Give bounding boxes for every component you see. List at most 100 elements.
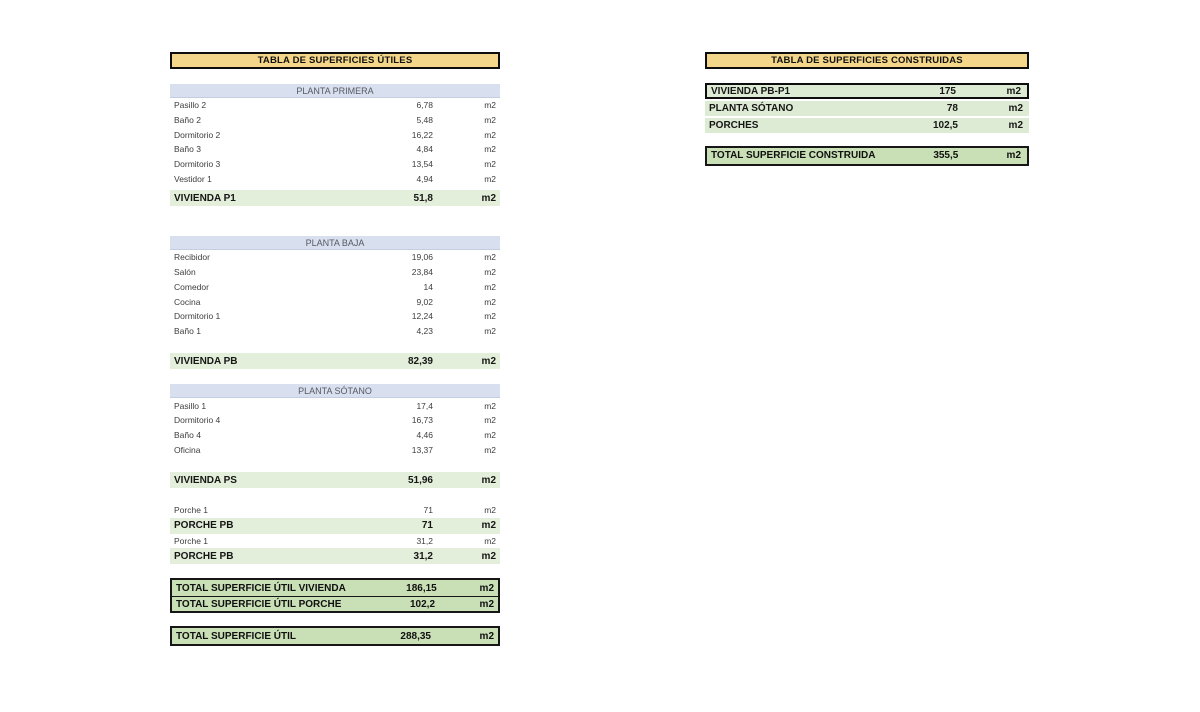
total-row: TOTAL SUPERFICIE ÚTIL VIVIENDA 186,15 m2 <box>172 580 498 596</box>
row-value: 51,96 <box>407 474 433 486</box>
row-unit: m2 <box>484 129 496 140</box>
row-unit: m2 <box>1008 103 1023 114</box>
useful-surfaces-table: TABLA DE SUPERFICIES ÚTILES PLANTA PRIME… <box>170 52 500 646</box>
row-unit: m2 <box>479 630 494 642</box>
row-value: 186,15 <box>406 582 437 594</box>
row-value: 78 <box>946 103 958 114</box>
row-unit: m2 <box>1006 150 1021 162</box>
row-value: 5,48 <box>416 115 433 126</box>
row-unit: m2 <box>1006 85 1021 97</box>
row-label: Pasillo 2 <box>174 100 207 111</box>
row-value: 175 <box>939 85 956 97</box>
row-label: Dormitorio 3 <box>174 159 221 170</box>
total-row: TOTAL SUPERFICIE ÚTIL PORCHE 102,2 m2 <box>172 595 498 612</box>
row-value: 14 <box>423 281 433 292</box>
row-label: Porche 1 <box>174 505 209 516</box>
table-row: Baño 1 4,23 m2 <box>170 324 500 339</box>
table-row: Porche 1 31,2 m2 <box>170 534 500 549</box>
row-unit: m2 <box>481 550 496 562</box>
row-value: 71 <box>423 505 433 516</box>
row-unit: m2 <box>484 444 496 455</box>
row-unit: m2 <box>484 429 496 440</box>
subtotal-row: VIVIENDA P1 51,8 m2 <box>170 190 500 207</box>
row-unit: m2 <box>484 505 496 516</box>
table-row: Baño 3 4,84 m2 <box>170 142 500 157</box>
table-row: Baño 2 5,48 m2 <box>170 113 500 128</box>
row-unit: m2 <box>1008 120 1023 131</box>
summary-row: VIVIENDA PB-P1 175 m2 <box>705 83 1029 99</box>
row-label: Vestidor 1 <box>174 173 212 184</box>
row-label: VIVIENDA PS <box>174 474 237 486</box>
row-label: VIVIENDA PB <box>174 355 238 367</box>
table-row: Cocina 9,02 m2 <box>170 294 500 309</box>
row-unit: m2 <box>484 281 496 292</box>
row-value: 71 <box>421 520 433 532</box>
row-unit: m2 <box>479 582 494 594</box>
row-label: Baño 2 <box>174 115 201 126</box>
row-unit: m2 <box>484 252 496 263</box>
row-unit: m2 <box>484 311 496 322</box>
row-unit: m2 <box>484 115 496 126</box>
row-label: Pasillo 1 <box>174 400 207 411</box>
total-row: TOTAL SUPERFICIE CONSTRUIDA 355,5 m2 <box>707 148 1027 164</box>
row-label: Cocina <box>174 296 201 307</box>
row-value: 82,39 <box>407 355 433 367</box>
row-unit: m2 <box>484 173 496 184</box>
table-row: Baño 4 4,46 m2 <box>170 428 500 443</box>
row-unit: m2 <box>479 598 494 610</box>
row-value: 4,23 <box>416 325 433 336</box>
row-value: 102,5 <box>932 120 958 131</box>
row-unit: m2 <box>484 100 496 111</box>
row-value: 355,5 <box>933 150 959 162</box>
row-value: 9,02 <box>416 296 433 307</box>
row-unit: m2 <box>484 400 496 411</box>
table-row: Pasillo 2 6,78 m2 <box>170 98 500 113</box>
table-row: Pasillo 1 17,4 m2 <box>170 398 500 413</box>
row-unit: m2 <box>481 474 496 486</box>
row-value: 288,35 <box>400 630 431 642</box>
row-value: 16,73 <box>411 415 433 426</box>
row-label: PORCHES <box>709 120 759 131</box>
row-unit: m2 <box>481 520 496 532</box>
row-unit: m2 <box>484 536 496 547</box>
table-row: Recibidor 19,06 m2 <box>170 250 500 265</box>
row-unit: m2 <box>484 144 496 155</box>
row-value: 6,78 <box>416 100 433 111</box>
row-value: 4,84 <box>416 144 433 155</box>
row-label: VIVIENDA P1 <box>174 192 236 204</box>
built-surfaces-table: TABLA DE SUPERFICIES CONSTRUIDAS VIVIEND… <box>705 52 1029 166</box>
table-row: Salón 23,84 m2 <box>170 265 500 280</box>
table-row: Porche 1 71 m2 <box>170 503 500 518</box>
row-unit: m2 <box>484 267 496 278</box>
row-label: PORCHE PB <box>174 550 234 562</box>
row-label: TOTAL SUPERFICIE ÚTIL VIVIENDA <box>176 582 346 594</box>
row-value: 23,84 <box>411 267 433 278</box>
total-group: TOTAL SUPERFICIE ÚTIL VIVIENDA 186,15 m2 TO… <box>170 578 500 614</box>
row-label: TOTAL SUPERFICIE CONSTRUIDA <box>711 150 876 162</box>
row-label: Baño 3 <box>174 144 201 155</box>
row-label: TOTAL SUPERFICIE ÚTIL <box>176 630 297 642</box>
row-label: Dormitorio 4 <box>174 415 221 426</box>
row-label: TOTAL SUPERFICIE ÚTIL PORCHE <box>176 598 342 610</box>
row-label: Salón <box>174 267 196 278</box>
section-header: PLANTA BAJA <box>170 236 500 251</box>
row-unit: m2 <box>481 355 496 367</box>
row-value: 12,24 <box>411 311 433 322</box>
row-label: Baño 4 <box>174 429 201 440</box>
row-value: 102,2 <box>409 598 436 610</box>
row-label: VIVIENDA PB-P1 <box>711 85 791 97</box>
table-row: Dormitorio 3 13,54 m2 <box>170 157 500 172</box>
section-header: PLANTA SÓTANO <box>170 384 500 399</box>
subtotal-row: VIVIENDA PB 82,39 m2 <box>170 353 500 370</box>
row-value: 31,2 <box>416 536 433 547</box>
table-title: TABLA DE SUPERFICIES ÚTILES <box>170 52 500 69</box>
section-header: PLANTA PRIMERA <box>170 84 500 98</box>
row-label: Comedor <box>174 281 209 292</box>
row-unit: m2 <box>484 325 496 336</box>
table-row: Oficina 13,37 m2 <box>170 442 500 457</box>
table-title: TABLA DE SUPERFICIES CONSTRUIDAS <box>705 52 1029 69</box>
row-label: Recibidor <box>174 252 210 263</box>
row-value: 4,46 <box>416 429 433 440</box>
row-value: 4,94 <box>416 173 433 184</box>
row-unit: m2 <box>484 415 496 426</box>
